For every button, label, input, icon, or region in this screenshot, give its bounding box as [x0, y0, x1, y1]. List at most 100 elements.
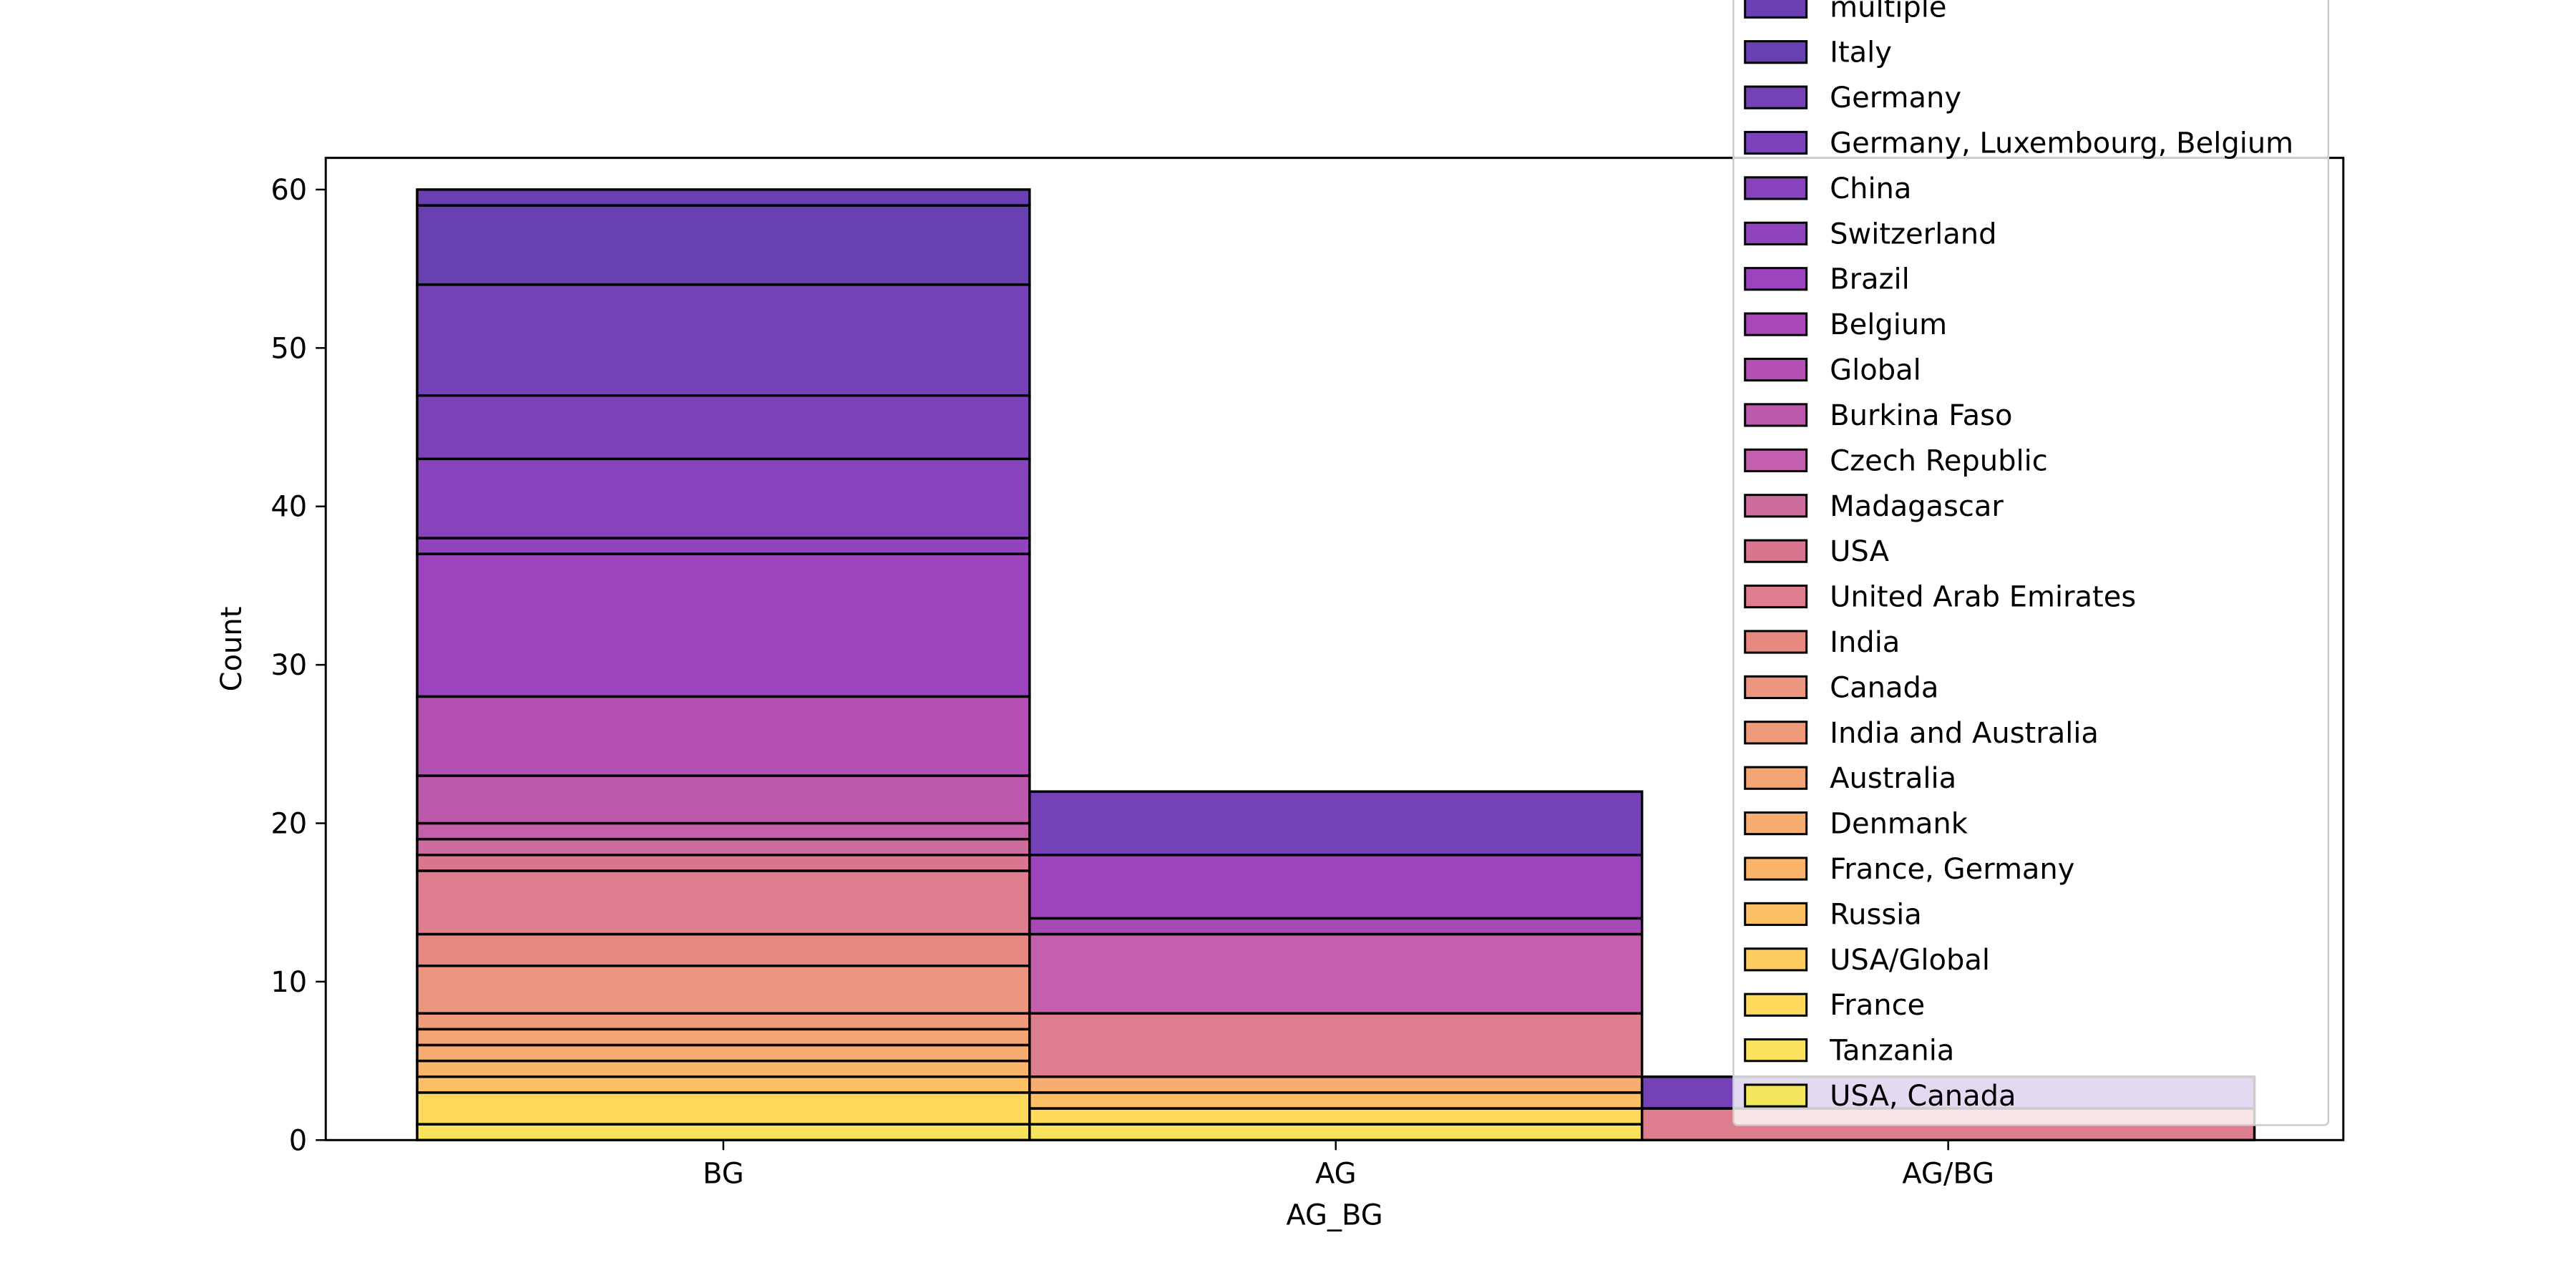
legend-label: Germany: [1830, 82, 1961, 114]
bar-segment: [416, 283, 1031, 397]
legend-swatch: [1744, 221, 1808, 245]
legend-swatch: [1744, 947, 1808, 972]
legend-label: Canada: [1830, 671, 1938, 704]
legend-label: Czech Republic: [1830, 444, 2048, 477]
legend-label: Switzerland: [1830, 218, 1996, 250]
legend-swatch: [1744, 902, 1808, 927]
legend-label: Denmank: [1830, 808, 1968, 841]
legend-box: [1732, 0, 2330, 1126]
legend-label: China: [1830, 172, 1911, 205]
legend-swatch: [1744, 130, 1808, 155]
legend-label: Russia: [1830, 898, 1922, 931]
bar-segment: [1028, 932, 1644, 1015]
legend-label: USA/Global: [1830, 944, 1990, 977]
bar-segment: [1028, 1107, 1644, 1126]
bar-segment: [416, 1059, 1031, 1078]
legend-swatch: [1744, 85, 1808, 109]
bar-segment: [1028, 1123, 1644, 1142]
bar-segment: [1028, 917, 1644, 936]
legend-swatch: [1744, 811, 1808, 836]
legend-swatch: [1744, 584, 1808, 609]
bar-segment: [416, 774, 1031, 825]
y-axis-title: Count: [215, 607, 248, 692]
legend-label: France: [1830, 989, 1925, 1022]
legend-label: Global: [1830, 354, 1921, 387]
bar-segment: [416, 457, 1031, 540]
legend-label: France, Germany: [1830, 853, 2074, 886]
legend-swatch: [1744, 494, 1808, 518]
bar-segment: [416, 1075, 1031, 1094]
legend-label: Tanzania: [1829, 1035, 1954, 1068]
bar-segment: [416, 821, 1031, 841]
bar-segment: [416, 1091, 1031, 1126]
x-axis: BG AG AG/BG: [703, 1140, 1994, 1190]
legend-label: multiple: [1830, 0, 1946, 24]
bar-segment: [1028, 1091, 1644, 1110]
legend-swatch: [1744, 539, 1808, 563]
legend-swatch: [1744, 448, 1808, 472]
bar-segment: [416, 965, 1031, 1015]
legend-swatch: [1744, 766, 1808, 790]
y-tick-label: 10: [270, 966, 307, 999]
legend-swatch: [1744, 857, 1808, 881]
legend-swatch: [1744, 992, 1808, 1017]
bar-segment: [416, 552, 1031, 698]
legend-label: Italy: [1830, 36, 1892, 69]
legend-label: India and Australia: [1830, 717, 2099, 750]
bar-segment: [1028, 1012, 1644, 1078]
y-tick-label: 0: [289, 1124, 307, 1157]
legend-label: USA, Canada: [1830, 1080, 2016, 1113]
y-tick-label: 20: [270, 808, 307, 841]
bar-segment: [416, 695, 1031, 777]
bar-segment: [416, 854, 1031, 872]
legend-label: Burkina Faso: [1830, 399, 2012, 432]
y-tick-label: 30: [270, 649, 307, 682]
legend-label: Germany, Luxembourg, Belgium: [1830, 127, 2293, 160]
plot-frame: [324, 157, 2345, 1141]
bar-segment: [1028, 790, 1644, 857]
legend-label: United Arab Emirates: [1830, 581, 2136, 614]
bar-segment: [1028, 1075, 1644, 1094]
bar-segment: [416, 537, 1031, 555]
x-tick-label: BG: [703, 1157, 744, 1190]
bar-segment: [416, 394, 1031, 461]
legend-label: Madagascar: [1830, 490, 2004, 523]
legend-swatch: [1744, 357, 1808, 382]
x-tick-label: AG/BG: [1902, 1157, 1994, 1190]
bar-segment: [416, 1012, 1031, 1031]
y-tick-label: 60: [270, 174, 307, 207]
bar-segment: [416, 869, 1031, 936]
legend-swatch: [1744, 630, 1808, 654]
legend-swatch: [1744, 312, 1808, 336]
y-tick-label: 50: [270, 332, 307, 365]
legend-swatch: [1744, 40, 1808, 64]
legend-swatch: [1744, 176, 1808, 200]
y-tick-label: 40: [270, 491, 307, 524]
legend-swatch: [1744, 721, 1808, 745]
legend-swatch: [1744, 1038, 1808, 1063]
x-tick-label: AG: [1315, 1157, 1357, 1190]
legend-swatch: [1744, 267, 1808, 291]
bar-segment: [416, 932, 1031, 967]
bar-segment: [416, 1028, 1031, 1047]
bar-segment: [416, 837, 1031, 857]
bar-segment: [416, 1043, 1031, 1063]
legend: multiple Italy Germany Germany, Luxembourg,…: [1732, 0, 2330, 1126]
legend-label: Australia: [1830, 762, 1956, 795]
legend-label: Belgium: [1830, 308, 1947, 341]
x-axis-title: AG_BG: [1286, 1199, 1382, 1231]
bar-segment: [416, 188, 1031, 207]
legend-swatch: [1744, 0, 1808, 19]
y-axis: 0 10 20 30 40 50 60: [270, 174, 326, 1157]
legend-swatch: [1744, 675, 1808, 699]
legend-swatch: [1744, 1083, 1808, 1108]
legend-swatch: [1744, 403, 1808, 427]
bar-segment: [416, 1123, 1031, 1142]
legend-label: USA: [1830, 535, 1889, 568]
legend-label: Brazil: [1830, 263, 1910, 296]
bar-segment: [416, 204, 1031, 286]
legend-label: India: [1830, 626, 1900, 659]
bar-segment: [1028, 854, 1644, 920]
